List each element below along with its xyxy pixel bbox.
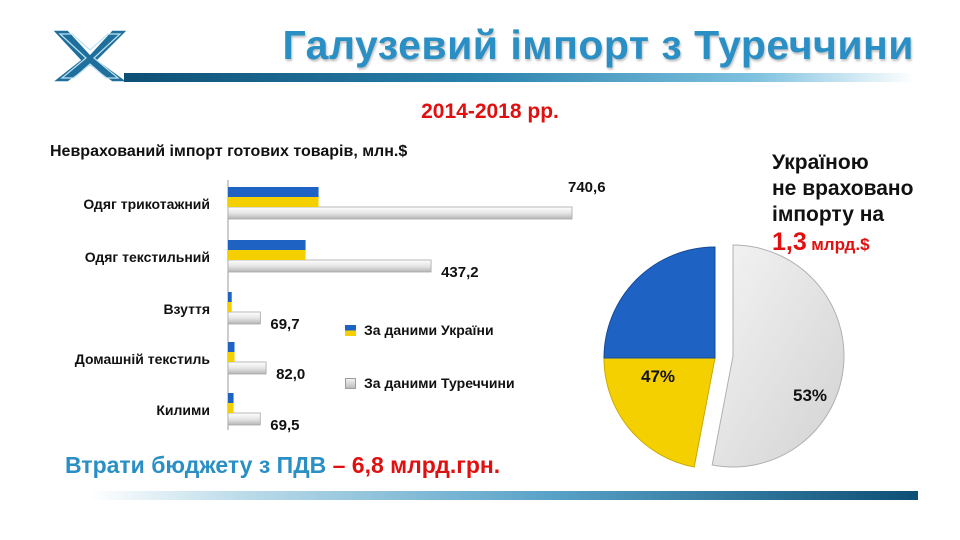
data-label: 69,5 <box>270 417 299 434</box>
side-note-line-2: не враховано <box>772 177 914 200</box>
bar-ukraine-yellow <box>228 197 319 207</box>
pie-label-47: 47% <box>641 367 675 386</box>
company-logo <box>50 29 130 83</box>
header-divider <box>124 73 914 82</box>
bar-turkey <box>227 361 267 375</box>
bar-ukraine-blue <box>228 342 235 352</box>
bar-ukraine-yellow <box>228 250 306 260</box>
bar-turkey <box>227 311 261 325</box>
pie-slice-53 <box>711 244 845 468</box>
bar-ukraine-blue <box>228 393 234 403</box>
legend-swatch-ukraine <box>345 325 356 336</box>
pie-slice-47-yellow <box>603 357 716 468</box>
amount-value: 1,3 <box>772 228 807 256</box>
bar-turkey <box>227 412 261 426</box>
category-label: Одяг текстильний <box>85 249 210 265</box>
budget-loss-label: Втрати бюджету з ПДВ <box>65 452 327 478</box>
pie-slice-47-blue <box>603 246 716 359</box>
bar-ukraine-yellow <box>228 403 234 413</box>
budget-loss-value: – 6,8 млрд.грн. <box>332 452 501 478</box>
side-note-amount: 1,3 млрд.$ <box>772 228 870 257</box>
category-label: Домашній текстиль <box>75 351 211 367</box>
legend-item-turkey: За даними Туреччини <box>345 375 515 391</box>
data-label: 69,7 <box>270 316 299 333</box>
amount-unit: млрд.$ <box>811 235 870 254</box>
bar-chart-title: Неврахований імпорт готових товарів, млн… <box>50 143 408 160</box>
bar-turkey <box>227 206 573 220</box>
data-label: 740,6 <box>568 179 606 196</box>
legend-label-turkey: За даними Туреччини <box>364 375 515 391</box>
side-note-line-1: Україною <box>772 151 869 174</box>
bar-ukraine-blue <box>228 292 232 302</box>
side-note-line-3: імпорту на <box>772 203 885 226</box>
legend-item-ukraine: За даними України <box>345 322 494 338</box>
period-label: 2014-2018 рр. <box>421 100 559 123</box>
side-note: Україною не враховано імпорту на <box>772 150 913 228</box>
bar-ukraine-blue <box>228 240 306 250</box>
data-label: 437,2 <box>441 264 479 281</box>
legend-swatch-turkey <box>345 378 356 389</box>
pie-label-53: 53% <box>793 386 827 405</box>
budget-loss-note: Втрати бюджету з ПДВ – 6,8 млрд.грн. <box>65 452 500 479</box>
page-title: Галузевий імпорт з Туреччини <box>282 22 914 68</box>
footer-divider <box>90 491 918 500</box>
category-label: Взуття <box>163 301 210 317</box>
category-label: Килими <box>156 402 210 418</box>
bar-ukraine-yellow <box>228 352 235 362</box>
data-label: 82,0 <box>276 366 305 383</box>
category-label: Одяг трикотажний <box>83 196 210 212</box>
bar-turkey <box>227 259 432 273</box>
bar-ukraine-blue <box>228 187 319 197</box>
legend-label-ukraine: За даними України <box>364 322 494 338</box>
bar-ukraine-yellow <box>228 302 232 312</box>
